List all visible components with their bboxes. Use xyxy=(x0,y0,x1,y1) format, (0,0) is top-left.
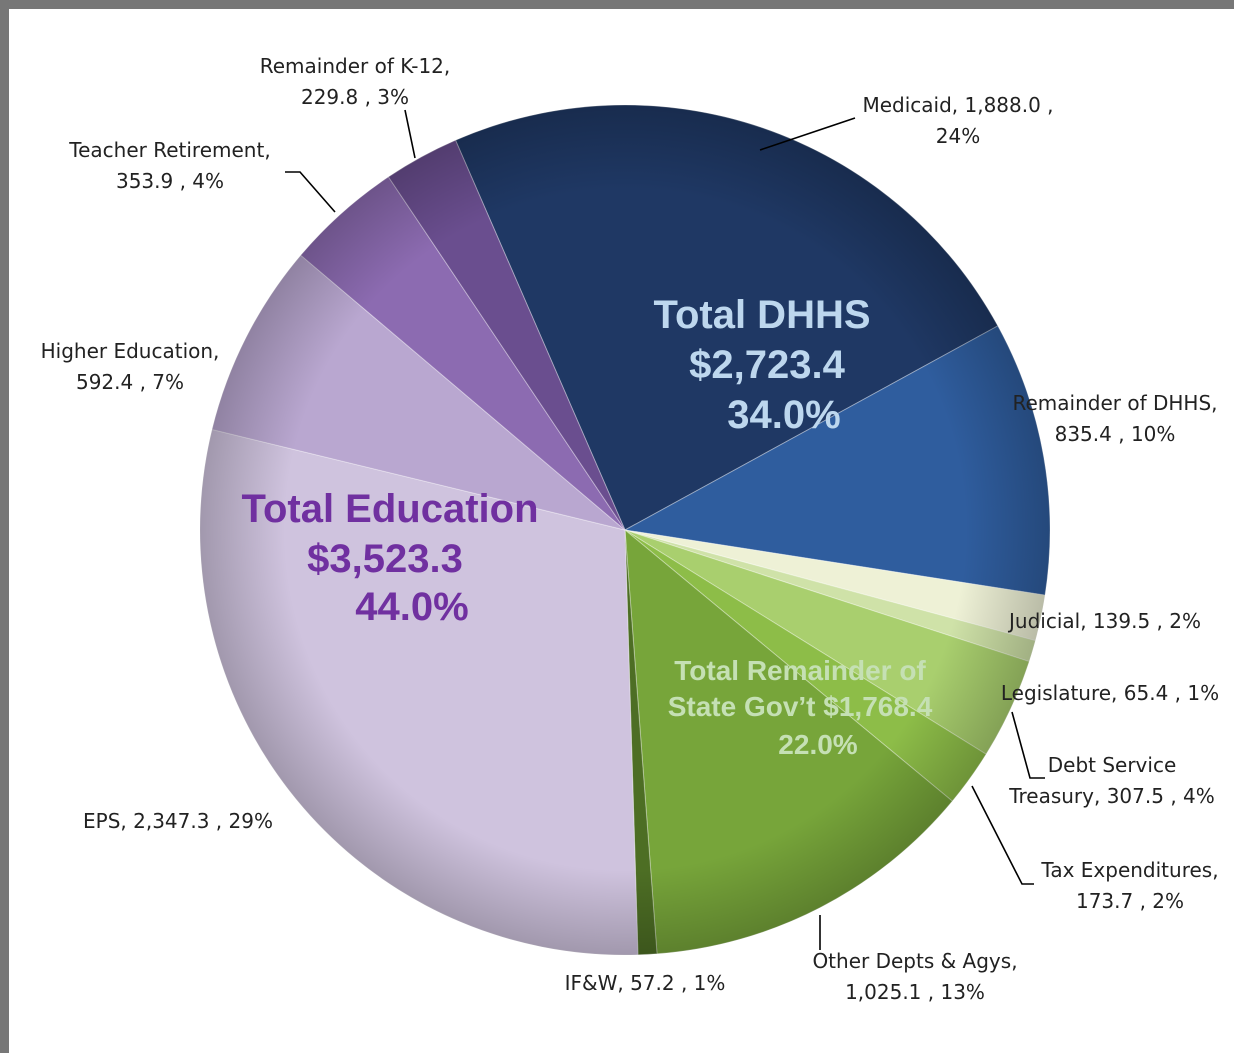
slice-label: Judicial, 139.5 , 2% xyxy=(1007,609,1201,633)
slice-label: Medicaid, 1,888.0 , 24% xyxy=(862,93,1053,148)
slice-label: Teacher Retirement, 353.9 , 4% xyxy=(68,138,270,193)
slice-label-line: 229.8 , 3% xyxy=(301,85,409,109)
slice-label-line: Remainder of K-12, xyxy=(260,54,451,78)
leader-line xyxy=(759,117,856,151)
slice-label-line: EPS, 2,347.3 , 29% xyxy=(83,809,273,833)
slice-label-line: Medicaid, 1,888.0 , xyxy=(862,93,1053,117)
slice-label: Remainder of K-12, 229.8 , 3% xyxy=(260,54,451,109)
slice-label-line: 1,025.1 , 13% xyxy=(845,980,985,1004)
slice-label: Tax Expenditures, 173.7 , 2% xyxy=(1040,858,1218,913)
group-annotation: $2,723.4 xyxy=(689,343,845,387)
slice-label-line: 24% xyxy=(936,124,980,148)
slice-label-line: Debt Service xyxy=(1048,753,1177,777)
leader-line xyxy=(971,785,1034,885)
group-annotation: $3,523.3 xyxy=(307,537,463,581)
slice-label-line: Treasury, 307.5 , 4% xyxy=(1008,784,1215,808)
group-annotation: 34.0% xyxy=(727,393,840,437)
leader-line xyxy=(1011,711,1045,779)
slice-label: IF&W, 57.2 , 1% xyxy=(565,971,726,995)
pie-shading xyxy=(200,105,1050,955)
slice-label-line: Judicial, 139.5 , 2% xyxy=(1007,609,1201,633)
group-annotation: Total Education xyxy=(241,487,538,531)
leader-lines xyxy=(285,109,1045,950)
slice-label-line: Tax Expenditures, xyxy=(1040,858,1218,882)
slice-label-line: Legislature, 65.4 , 1% xyxy=(1001,681,1219,705)
slice-label-line: Remainder of DHHS, xyxy=(1012,391,1217,415)
slice-label: Remainder of DHHS, 835.4 , 10% xyxy=(1012,391,1217,446)
slice-label: Legislature, 65.4 , 1% xyxy=(1001,681,1219,705)
slice-label: Debt Service Treasury, 307.5 , 4% xyxy=(1008,753,1215,808)
leader-line xyxy=(285,171,336,213)
group-annotation: Total Remainder of xyxy=(674,655,926,686)
slice-label-line: IF&W, 57.2 , 1% xyxy=(565,971,726,995)
group-annotation: State Gov’t $1,768.4 xyxy=(668,691,933,722)
slice-label-line: 353.9 , 4% xyxy=(116,169,224,193)
slice-label-line: 835.4 , 10% xyxy=(1055,422,1176,446)
slice-label-line: 592.4 , 7% xyxy=(76,370,184,394)
slice-label-line: Other Depts & Agys, xyxy=(812,949,1017,973)
slice-label-line: Teacher Retirement, xyxy=(68,138,270,162)
group-annotation: Total DHHS xyxy=(653,293,870,337)
slice-label-line: 173.7 , 2% xyxy=(1076,889,1184,913)
group-annotation: 22.0% xyxy=(778,729,857,760)
slice-label-line: Higher Education, xyxy=(41,339,220,363)
slice-label: Other Depts & Agys, 1,025.1 , 13% xyxy=(812,949,1017,1004)
slice-label: EPS, 2,347.3 , 29% xyxy=(83,809,273,833)
slice-label: Higher Education, 592.4 , 7% xyxy=(41,339,220,394)
leader-line xyxy=(404,109,416,159)
group-annotation: 44.0% xyxy=(355,585,468,629)
